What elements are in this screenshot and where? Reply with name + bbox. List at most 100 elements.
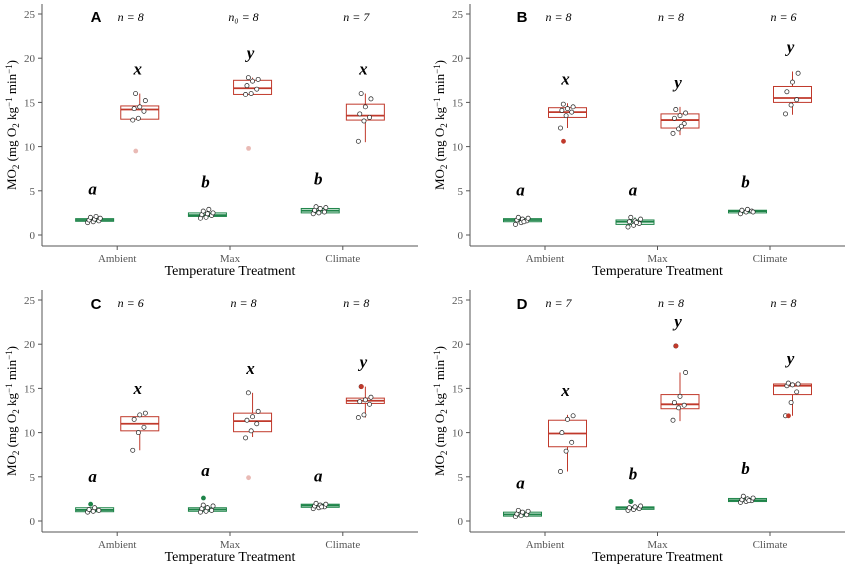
significance-letter: b (741, 459, 750, 478)
data-point (243, 91, 249, 97)
panel-label: A (91, 9, 102, 26)
data-point (570, 413, 576, 419)
y-tick-label: 15 (24, 383, 36, 395)
n-label: n = 7 (343, 10, 370, 24)
data-point (200, 208, 206, 214)
data-point (255, 76, 261, 82)
y-tick-label: 25 (452, 9, 464, 21)
outlier-point (133, 148, 139, 154)
significance-letter: y (785, 349, 795, 368)
data-point (96, 507, 102, 513)
data-point (569, 439, 575, 445)
data-point (254, 86, 260, 92)
box-green-ambient: a (75, 179, 115, 226)
data-point (632, 504, 638, 510)
y-axis-title-part: min (4, 73, 19, 97)
data-point (358, 91, 364, 97)
y-axis-title-part: −1 (432, 64, 442, 74)
n-label: n = 6 (118, 296, 144, 310)
y-axis-title-part: 2 (11, 123, 21, 128)
data-point (683, 370, 689, 375)
y-tick-label: 20 (24, 339, 36, 351)
n-label: n = 6 (770, 10, 796, 24)
box-green-climate: b (300, 170, 340, 217)
y-axis-title-part: −1 (432, 350, 442, 360)
significance-letter: a (314, 466, 323, 485)
significance-letter: a (88, 467, 97, 486)
data-point (559, 430, 565, 436)
data-point (250, 78, 256, 84)
significance-letter: b (314, 170, 323, 189)
y-tick-label: 10 (24, 142, 36, 154)
data-point (357, 111, 363, 117)
data-point (739, 207, 745, 213)
box-green-ambient: a (503, 180, 542, 227)
x-tick-label: Climate (325, 539, 360, 551)
data-point (245, 75, 251, 81)
n-label: n = 7 (545, 296, 572, 310)
data-point (676, 405, 682, 411)
data-point (790, 79, 795, 85)
y-axis-title-part: (mg O (432, 128, 447, 165)
y-axis-title-part: MO (432, 455, 447, 476)
y-axis-title-part: kg (432, 106, 447, 123)
box-rect (773, 85, 812, 103)
x-tick-label: Max (647, 253, 668, 265)
y-tick-label: 25 (452, 295, 464, 307)
y-tick-label: 0 (458, 516, 464, 528)
outlier-point (628, 499, 634, 504)
n-label: n = 8 (118, 10, 144, 24)
y-axis-title-part: kg (4, 106, 19, 123)
y-tick-label: 20 (452, 339, 464, 351)
data-point (323, 501, 329, 507)
data-point (746, 498, 752, 504)
outlier-point (246, 145, 251, 151)
data-point (248, 91, 254, 97)
data-point (131, 106, 137, 112)
data-point (244, 417, 250, 423)
y-axis-title: MO2 (mg O2 kg−1 min−1) (432, 346, 449, 476)
n-label: n₀ = 8 (228, 10, 258, 24)
y-axis-title-part: (mg O (4, 414, 19, 451)
box-green-ambient: a (75, 467, 115, 515)
data-point (520, 509, 525, 515)
panel-A: 0 5 10 15 20 25 Ambient Max Climate Temperature T… (4, 4, 418, 279)
data-point (361, 412, 367, 418)
data-point (750, 495, 756, 501)
y-axis-title-part: −1 (4, 64, 14, 74)
panel-B: 0 5 10 15 20 25 Ambient Max Climate Temperature T… (432, 4, 845, 279)
data-point (745, 206, 750, 212)
data-point (355, 415, 361, 421)
data-point (626, 219, 632, 225)
outlier-point (88, 501, 94, 507)
significance-letter: x (245, 359, 255, 378)
data-point (362, 397, 368, 403)
y-tick-label: 0 (30, 516, 36, 528)
y-axis-title-part: ) (432, 346, 447, 350)
data-point (245, 390, 251, 396)
y-axis-title-part: 2 (439, 123, 449, 128)
data-point (559, 107, 565, 113)
data-point (317, 206, 323, 211)
data-point (638, 503, 644, 509)
panel-label: B (517, 9, 528, 26)
box-red-ambient: x (548, 381, 587, 474)
data-point (313, 204, 319, 210)
data-point (362, 104, 368, 110)
outlier-point (246, 475, 251, 481)
outlier-point (201, 495, 206, 501)
data-point (200, 502, 206, 508)
y-tick-label: 20 (452, 53, 464, 65)
data-point (790, 382, 795, 388)
y-tick-label: 5 (458, 186, 464, 198)
box-green-max: a (615, 180, 655, 230)
box-green-max: a (187, 461, 227, 515)
data-point (204, 211, 210, 217)
n-label: n = 8 (770, 296, 796, 310)
data-point (86, 507, 92, 512)
significance-letter: b (201, 172, 210, 191)
data-point (248, 428, 254, 434)
significance-letter: b (629, 465, 638, 484)
y-axis-title-part: kg (4, 392, 19, 409)
data-point (87, 214, 93, 220)
